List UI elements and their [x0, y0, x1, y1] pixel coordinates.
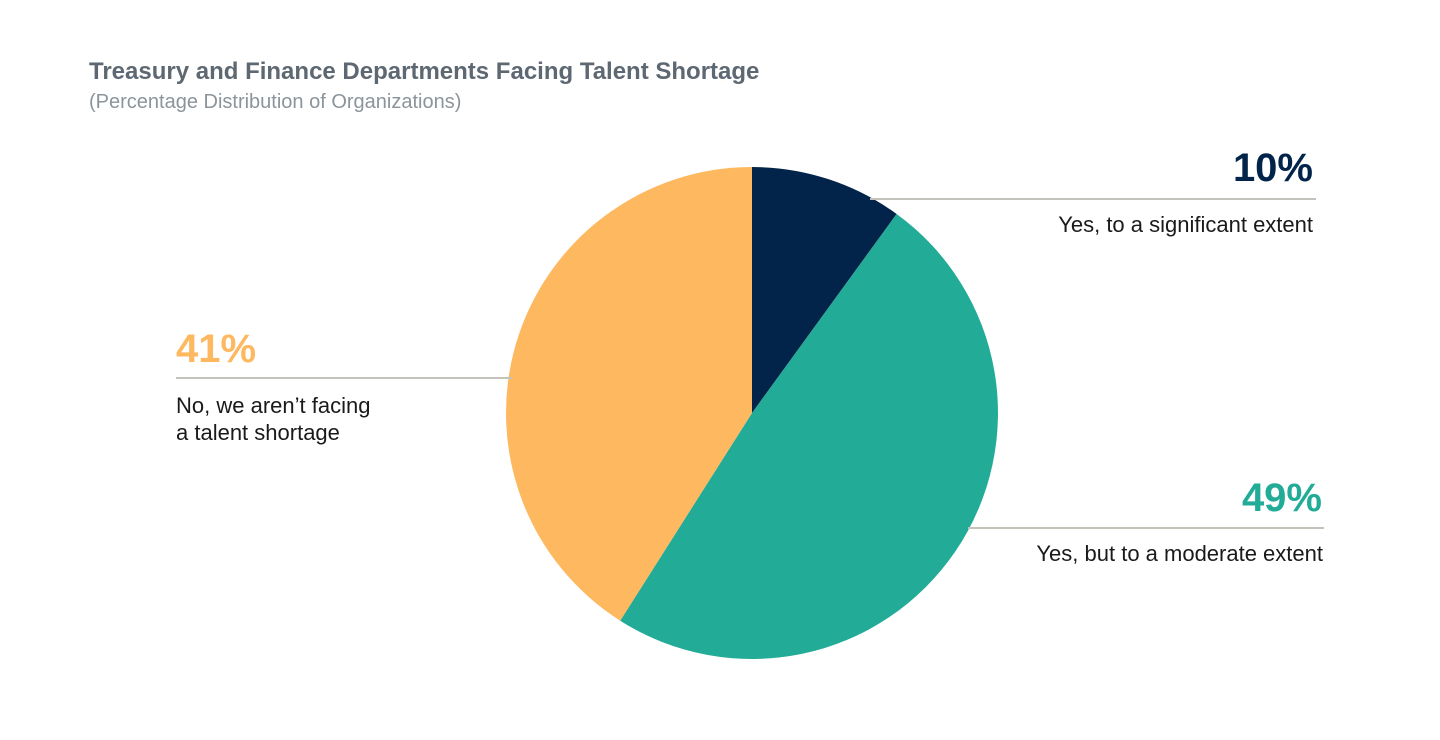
slice-label-none-line1: No, we aren’t facing: [176, 393, 371, 418]
leader-line-moderate: [968, 527, 1324, 529]
pct-label-moderate: 49%: [1241, 476, 1322, 520]
pct-label-none: 41%: [176, 327, 257, 371]
leader-line-significant: [870, 198, 1316, 200]
pie-slice-moderate: [620, 213, 998, 659]
slice-label-moderate: Yes, but to a moderate extent: [1036, 541, 1323, 566]
pie-slice-significant: [752, 167, 897, 413]
chart-subtitle: (Percentage Distribution of Organization…: [89, 91, 462, 113]
pie-slice-none: [506, 167, 752, 621]
pct-label-significant: 10%: [1232, 146, 1313, 190]
leader-line-none: [176, 377, 512, 379]
slice-label-significant: Yes, to a significant extent: [1058, 212, 1313, 237]
slice-label-none-line2: a talent shortage: [176, 420, 340, 445]
chart-title: Treasury and Finance Departments Facing …: [89, 58, 760, 85]
